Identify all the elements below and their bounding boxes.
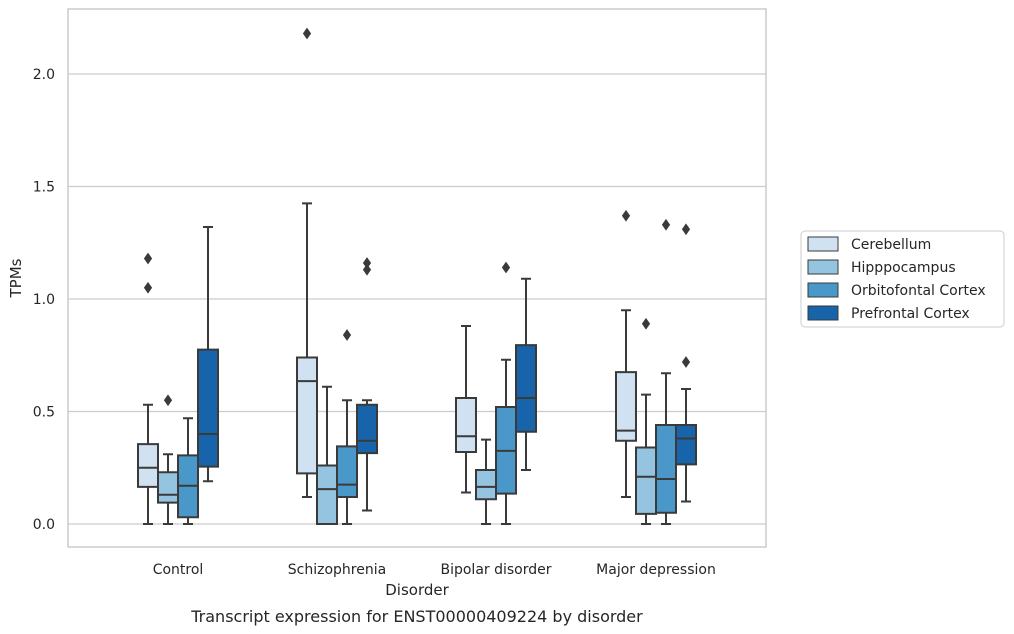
x-tick-label: Major depression (596, 562, 716, 578)
y-tick-label: 1.5 (33, 180, 55, 196)
box-iqr (356, 403, 378, 455)
outlier-point (621, 209, 631, 222)
legend-swatch (807, 259, 839, 275)
box (197, 226, 219, 483)
box (495, 261, 517, 525)
legend-label: Orbitofontal Cortex (851, 283, 986, 299)
box (296, 27, 318, 498)
legend-frame (800, 230, 1005, 328)
box-iqr (475, 469, 497, 501)
outlier-point (681, 356, 691, 368)
outlier-point (641, 317, 651, 330)
outlier-point (342, 329, 352, 341)
y-tick-label: 1.0 (33, 292, 55, 308)
box-iqr (336, 445, 358, 498)
box-iqr (615, 371, 637, 442)
box (635, 317, 657, 525)
plot-area-frame (67, 8, 767, 548)
y-tick-labels: 0.0 0.5 1.0 1.5 2.0 (33, 67, 55, 533)
legend-label: Prefrontal Cortex (851, 306, 970, 322)
box (336, 329, 358, 525)
box-iqr (296, 356, 318, 475)
chart-caption: Transcript expression for ENST0000040922… (190, 607, 643, 626)
x-tick-label: Bipolar disorder (440, 562, 551, 578)
outlier-point (163, 394, 173, 407)
series-prefrontal-cortex (197, 223, 697, 512)
box-iqr (655, 424, 677, 514)
outlier-point (661, 218, 671, 231)
box-iqr (316, 464, 338, 525)
outlier-point (362, 257, 372, 269)
box-iqr (635, 446, 657, 515)
box (615, 209, 637, 498)
x-tick-label: Schizophrenia (288, 562, 386, 578)
outlier-point (143, 252, 153, 265)
box-iqr (197, 348, 219, 468)
x-tick-label: Control (153, 562, 204, 578)
box (655, 218, 677, 525)
series-orbitofontal-cortex (177, 218, 677, 525)
box (675, 223, 697, 503)
legend-label: Hipppocampus (851, 260, 956, 276)
outlier-point (681, 223, 691, 236)
y-tick-label: 2.0 (33, 67, 55, 83)
box-iqr (137, 443, 159, 488)
box-series-group (137, 27, 697, 525)
box-iqr (157, 471, 179, 504)
box (356, 257, 378, 512)
legend-label: Cerebellum (851, 237, 931, 253)
legend-swatch (807, 282, 839, 298)
y-tick-label: 0.0 (33, 517, 55, 533)
outlier-point (501, 261, 511, 274)
box (177, 417, 199, 525)
y-axis-title: TPMs (7, 258, 25, 298)
legend: Cerebellum Hipppocampus Orbitofontal Corte… (800, 230, 1005, 328)
legend-swatch (807, 305, 839, 321)
y-tick-label: 0.5 (33, 405, 55, 421)
outlier-point (143, 281, 153, 294)
box (316, 385, 338, 525)
x-axis-title: Disorder (385, 581, 449, 599)
x-tick-labels: Control Schizophrenia Bipolar disorder Majo… (153, 562, 716, 578)
box-iqr (455, 397, 477, 453)
box (455, 325, 477, 494)
outlier-point (302, 27, 312, 40)
series-cerebellum (137, 27, 637, 525)
outlier-point (362, 263, 372, 276)
box-iqr (515, 344, 537, 433)
box (137, 252, 159, 525)
legend-swatch (807, 236, 839, 252)
box (515, 277, 537, 471)
box-iqr (675, 424, 697, 466)
